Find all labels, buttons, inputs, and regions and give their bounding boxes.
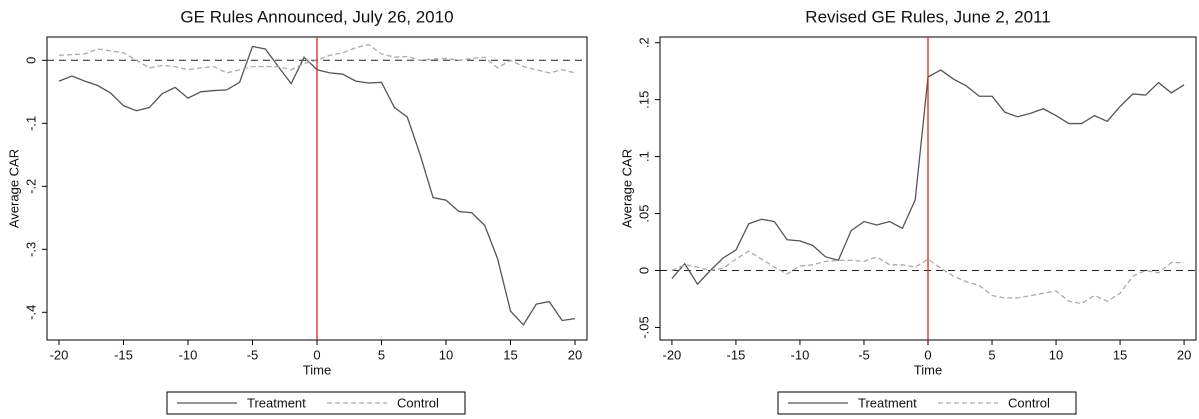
- chart-title: GE Rules Announced, July 26, 2010: [180, 7, 453, 26]
- legend-box: [166, 391, 466, 415]
- y-tick-label: -.3: [23, 242, 38, 257]
- y-tick-label: -.4: [23, 305, 38, 320]
- x-tick-label: -20: [663, 347, 682, 362]
- x-tick-label: -5: [247, 347, 259, 362]
- x-tick-label: 5: [378, 347, 385, 362]
- legend-label: Control: [397, 395, 439, 410]
- y-axis-label: Average CAR: [6, 149, 21, 228]
- x-tick-label: 20: [1177, 347, 1191, 362]
- x-tick-label: 0: [313, 347, 320, 362]
- y-tick-label: 0: [636, 267, 651, 274]
- legend-box: [777, 391, 1077, 415]
- x-axis-label: Time: [303, 362, 331, 377]
- y-tick-label: .1: [636, 151, 651, 162]
- x-tick-label: 15: [1113, 347, 1127, 362]
- x-tick-label: 5: [988, 347, 995, 362]
- x-tick-label: 10: [439, 347, 453, 362]
- y-tick-label: .05: [636, 205, 651, 223]
- chart-title: Revised GE Rules, June 2, 2011: [805, 7, 1050, 26]
- legend-label: Treatment: [247, 395, 306, 410]
- x-tick-label: -15: [727, 347, 746, 362]
- x-tick-label: 0: [924, 347, 931, 362]
- x-tick-label: 10: [1049, 347, 1063, 362]
- y-tick-label: -.05: [636, 316, 651, 338]
- y-tick-label: .15: [636, 91, 651, 109]
- x-tick-label: -15: [114, 347, 133, 362]
- y-tick-label: -.2: [23, 179, 38, 194]
- y-axis-label: Average CAR: [619, 149, 634, 228]
- legend-label: Treatment: [858, 395, 917, 410]
- legend-label: Control: [1008, 395, 1050, 410]
- x-tick-label: -20: [50, 347, 69, 362]
- x-tick-label: -10: [179, 347, 198, 362]
- series-line: [671, 250, 1185, 305]
- y-tick-label: .2: [636, 37, 651, 48]
- y-tick-label: -.1: [23, 116, 38, 131]
- x-tick-label: -5: [858, 347, 870, 362]
- y-tick-label: 0: [23, 57, 38, 64]
- x-tick-label: 15: [503, 347, 517, 362]
- x-tick-label: -10: [791, 347, 810, 362]
- x-axis-label: Time: [914, 362, 942, 377]
- x-tick-label: 20: [568, 347, 582, 362]
